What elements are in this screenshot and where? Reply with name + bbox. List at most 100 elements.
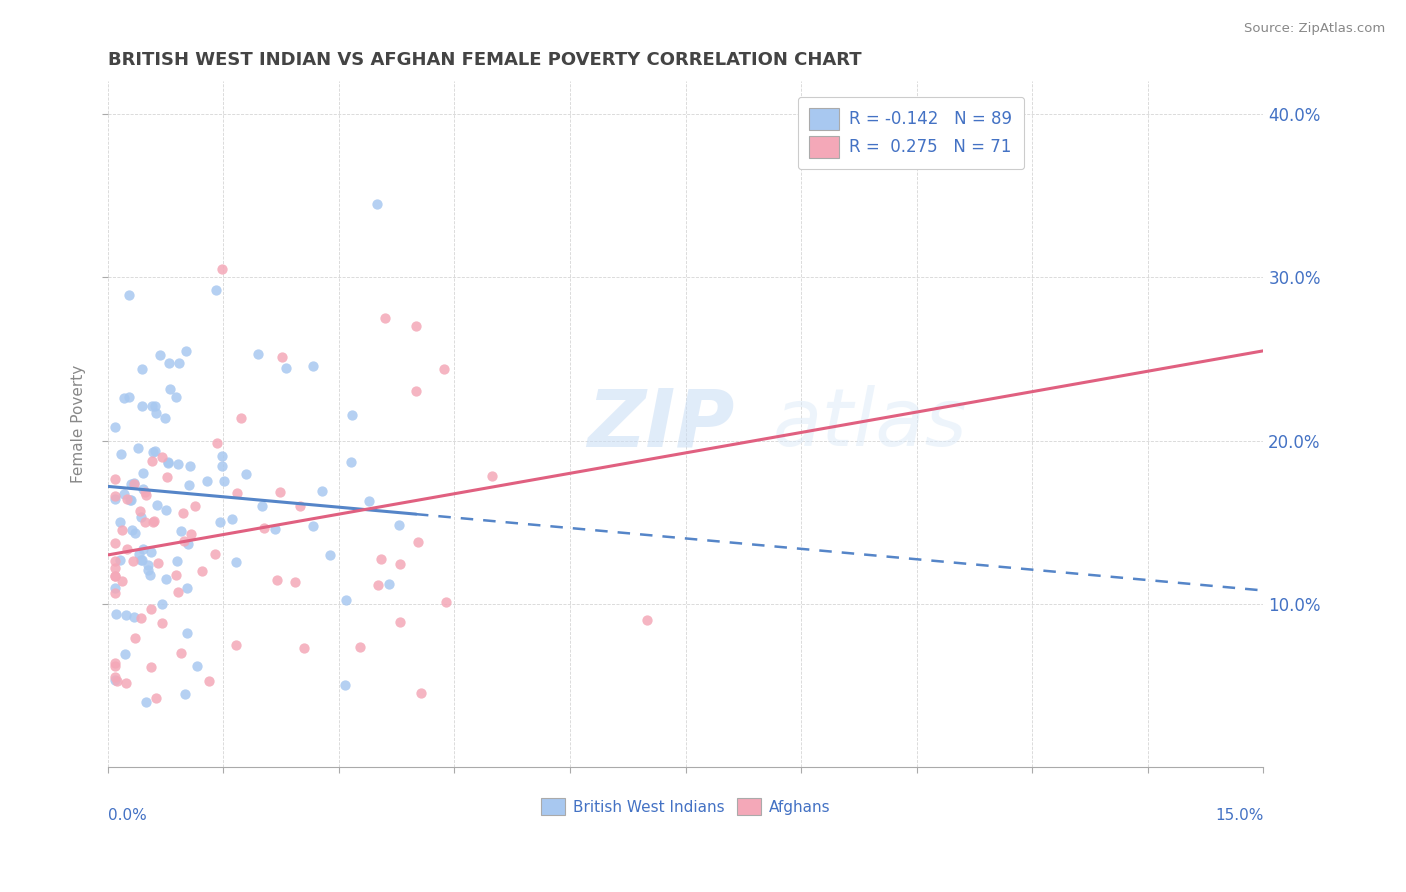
- Point: [124, 631, 146, 645]
- Point: [104, 490, 127, 504]
- Point: [122, 476, 145, 491]
- Point: [225, 638, 247, 652]
- Point: [122, 476, 145, 491]
- Point: [266, 573, 288, 587]
- Point: [170, 524, 193, 538]
- Point: [145, 691, 167, 706]
- Point: [104, 673, 127, 687]
- Point: [131, 399, 153, 413]
- Point: [108, 516, 131, 530]
- Point: [374, 311, 396, 326]
- Point: [389, 615, 412, 629]
- Point: [138, 563, 160, 577]
- Point: [132, 482, 155, 496]
- Point: [104, 420, 127, 434]
- Legend: British West Indians, Afghans: British West Indians, Afghans: [534, 791, 837, 822]
- Point: [155, 572, 177, 586]
- Text: 0.0%: 0.0%: [108, 808, 146, 823]
- Point: [131, 362, 153, 376]
- Point: [131, 542, 153, 557]
- Point: [172, 506, 194, 520]
- Point: [122, 610, 145, 624]
- Point: [165, 567, 187, 582]
- Point: [195, 474, 218, 488]
- Point: [180, 527, 202, 541]
- Point: [136, 558, 159, 573]
- Point: [150, 597, 173, 611]
- Point: [366, 197, 388, 211]
- Point: [138, 567, 160, 582]
- Point: [211, 449, 233, 463]
- Point: [270, 350, 292, 364]
- Point: [290, 499, 312, 513]
- Point: [135, 695, 157, 709]
- Point: [142, 445, 165, 459]
- Point: [104, 659, 127, 673]
- Point: [177, 478, 200, 492]
- Point: [104, 536, 127, 550]
- Point: [129, 504, 152, 518]
- Point: [170, 646, 193, 660]
- Point: [148, 557, 170, 571]
- Point: [388, 518, 411, 533]
- Point: [274, 361, 297, 376]
- Point: [389, 557, 412, 571]
- Point: [167, 356, 190, 370]
- Text: Source: ZipAtlas.com: Source: ZipAtlas.com: [1244, 22, 1385, 36]
- Point: [115, 541, 138, 556]
- Point: [211, 262, 233, 277]
- Point: [292, 640, 315, 655]
- Point: [159, 383, 181, 397]
- Point: [117, 390, 139, 404]
- Point: [226, 486, 249, 500]
- Point: [173, 687, 195, 701]
- Point: [319, 548, 342, 562]
- Point: [357, 493, 380, 508]
- Point: [108, 552, 131, 566]
- Point: [481, 469, 503, 483]
- Point: [157, 455, 180, 469]
- Point: [141, 454, 163, 468]
- Point: [176, 581, 198, 595]
- Y-axis label: Female Poverty: Female Poverty: [72, 365, 86, 483]
- Point: [104, 582, 127, 596]
- Point: [129, 610, 152, 624]
- Text: BRITISH WEST INDIAN VS AFGHAN FEMALE POVERTY CORRELATION CHART: BRITISH WEST INDIAN VS AFGHAN FEMALE POV…: [108, 51, 862, 69]
- Point: [139, 601, 162, 615]
- Point: [121, 523, 143, 537]
- Point: [131, 553, 153, 567]
- Point: [367, 578, 389, 592]
- Point: [112, 487, 135, 501]
- Point: [211, 459, 233, 474]
- Point: [205, 436, 228, 450]
- Point: [150, 616, 173, 631]
- Point: [198, 673, 221, 688]
- Point: [104, 656, 127, 670]
- Point: [221, 512, 243, 526]
- Point: [349, 640, 371, 654]
- Point: [433, 362, 456, 376]
- Point: [225, 555, 247, 569]
- Point: [405, 319, 427, 334]
- Point: [263, 522, 285, 536]
- Point: [214, 475, 236, 489]
- Point: [129, 510, 152, 524]
- Point: [150, 450, 173, 464]
- Point: [111, 523, 134, 537]
- Point: [142, 515, 165, 529]
- Point: [434, 595, 457, 609]
- Point: [142, 514, 165, 528]
- Point: [105, 673, 128, 688]
- Point: [118, 288, 141, 302]
- Point: [110, 447, 132, 461]
- Point: [405, 384, 427, 399]
- Point: [406, 534, 429, 549]
- Point: [340, 455, 363, 469]
- Point: [157, 456, 180, 470]
- Point: [335, 593, 357, 607]
- Text: atlas: atlas: [772, 385, 967, 463]
- Point: [166, 554, 188, 568]
- Point: [370, 552, 392, 566]
- Point: [115, 676, 138, 690]
- Point: [155, 502, 177, 516]
